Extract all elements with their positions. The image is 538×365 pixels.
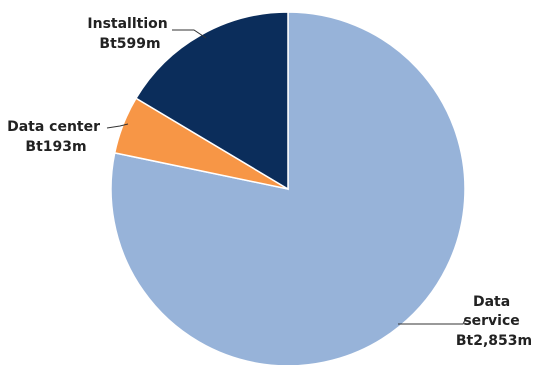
slice-label-data-center-line-1: Data center xyxy=(7,119,100,135)
slice-label-data-service-line-1: Data xyxy=(473,294,510,310)
slice-label-data-center-value: Bt193m xyxy=(25,139,86,155)
slice-label-installtion-line-1: Installtion xyxy=(87,16,167,32)
slice-label-data-service-line-2: service xyxy=(463,313,519,329)
slice-label-installtion: Installtion Bt599m xyxy=(87,16,172,52)
pie-slice-installtion xyxy=(135,11,289,191)
leader-line-installtion xyxy=(172,29,207,39)
pie-slices xyxy=(110,11,466,365)
slice-label-data-center: Data center Bt193m xyxy=(7,119,105,155)
slice-label-data-service: Data service Bt2,853m xyxy=(456,294,532,349)
leader-line-data-center xyxy=(106,123,129,129)
slice-label-installtion-value: Bt599m xyxy=(99,36,160,52)
slice-label-data-service-value: Bt2,853m xyxy=(456,333,532,349)
leader-line-data-service xyxy=(398,317,467,325)
